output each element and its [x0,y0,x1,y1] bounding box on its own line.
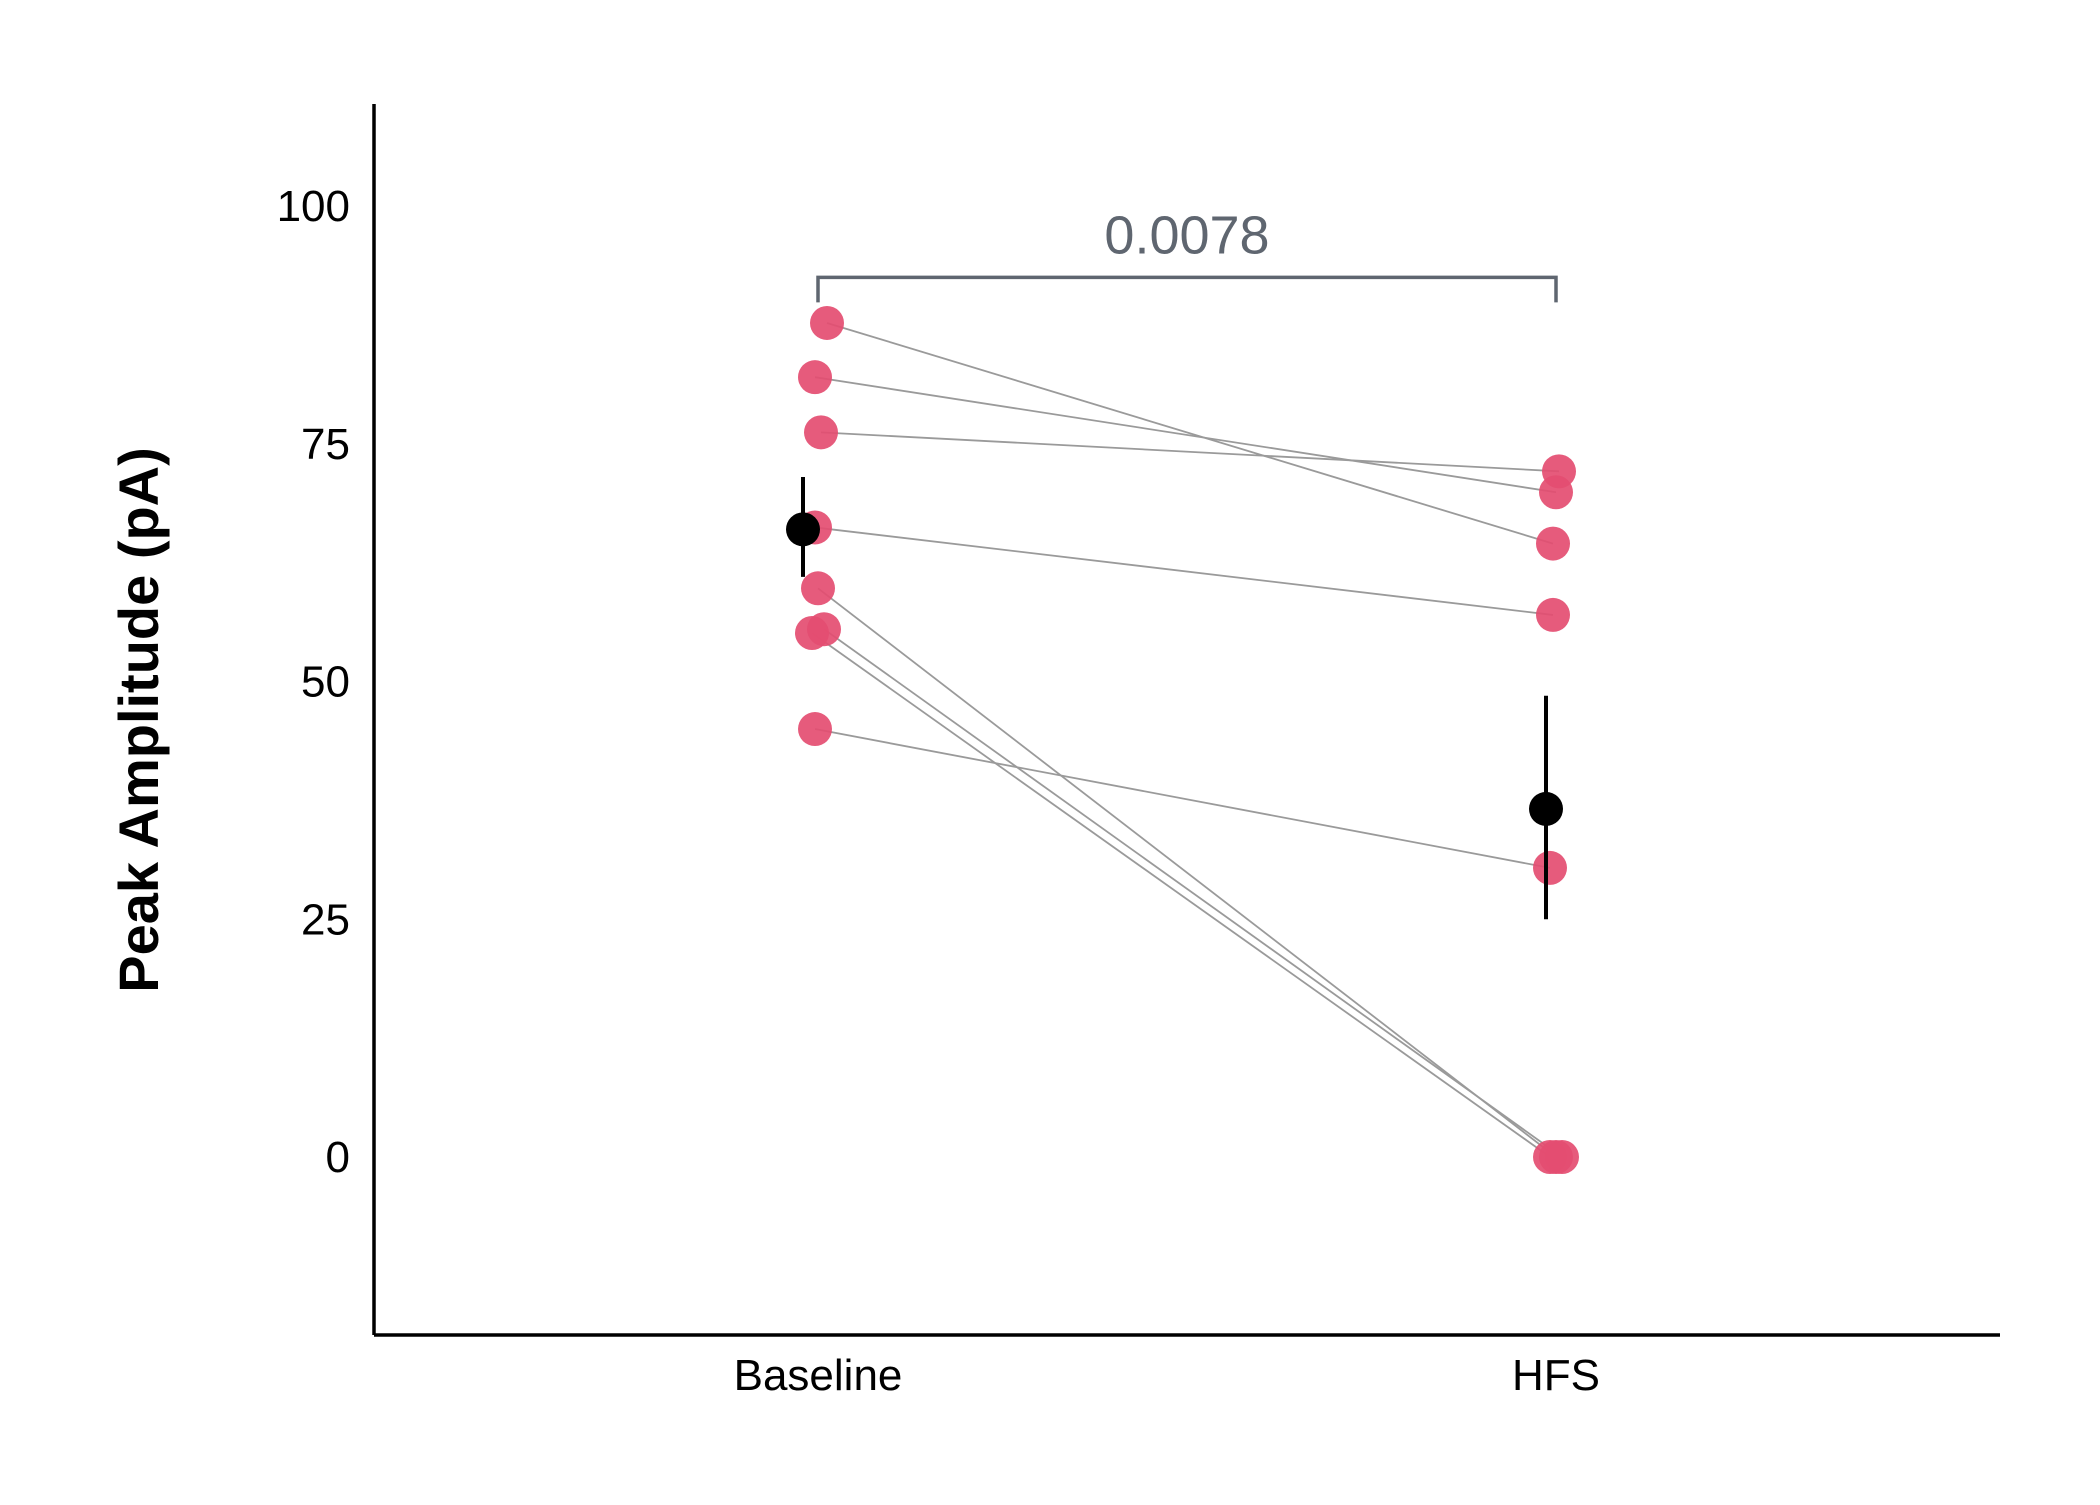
pair-line [820,431,1560,473]
data-point-baseline [798,712,832,747]
summary-markers [786,477,1563,920]
pair-line [826,322,1554,545]
y-tick-label: 25 [301,895,350,944]
data-point-baseline [807,612,841,647]
pair-line [817,587,1557,1158]
y-tick-labels: 0 25 50 75 100 [277,182,350,1182]
x-tick-label-baseline: Baseline [734,1351,903,1400]
data-point-baseline [804,415,838,450]
data-point-baseline [798,360,832,395]
data-point-hfs [1533,850,1567,885]
x-tick-label-hfs: HFS [1512,1351,1600,1400]
data-point-hfs [1536,526,1570,561]
y-tick-label: 100 [277,182,350,231]
y-tick-label: 75 [301,420,350,469]
data-point-hfs [1542,454,1576,489]
pair-line [823,628,1563,1158]
pair-line [814,526,1554,616]
significance-bracket: 0.0078 [816,205,1558,303]
data-point-baseline [801,571,835,606]
axes [372,104,2000,1337]
mean-point [786,512,820,547]
pair-line [814,728,1551,869]
x-tick-labels: Baseline HFS [734,1351,1600,1400]
data-points [795,305,1579,1174]
pair-line [811,632,1551,1158]
data-point-baseline [810,305,844,340]
data-point-hfs [1545,1140,1579,1174]
y-tick-label: 0 [326,1133,350,1182]
p-value-label: 0.0078 [1104,205,1269,265]
y-axis-label: Peak Amplitude (pA) [107,447,170,993]
y-tick-label: 50 [301,658,350,707]
bracket-line [816,275,1558,303]
pair-lines [811,322,1563,1158]
data-point-hfs [1536,597,1570,632]
pair-line [814,376,1557,494]
mean-point [1529,791,1563,826]
